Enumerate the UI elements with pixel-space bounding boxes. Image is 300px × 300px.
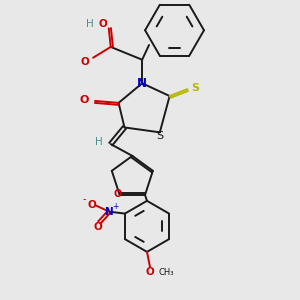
Text: CH₃: CH₃ (159, 268, 174, 277)
Text: H: H (95, 137, 103, 147)
Text: O: O (146, 268, 154, 278)
Text: O: O (93, 222, 102, 232)
Text: O: O (80, 95, 89, 105)
Text: S: S (191, 83, 199, 93)
Text: O: O (81, 57, 90, 67)
Text: +: + (112, 202, 118, 211)
Text: O: O (98, 20, 107, 29)
Text: O: O (87, 200, 96, 210)
Text: O: O (114, 189, 122, 199)
Text: -: - (83, 194, 86, 204)
Text: N: N (137, 77, 147, 90)
Text: N: N (105, 207, 114, 217)
Text: H: H (86, 20, 94, 29)
Text: S: S (156, 131, 164, 141)
